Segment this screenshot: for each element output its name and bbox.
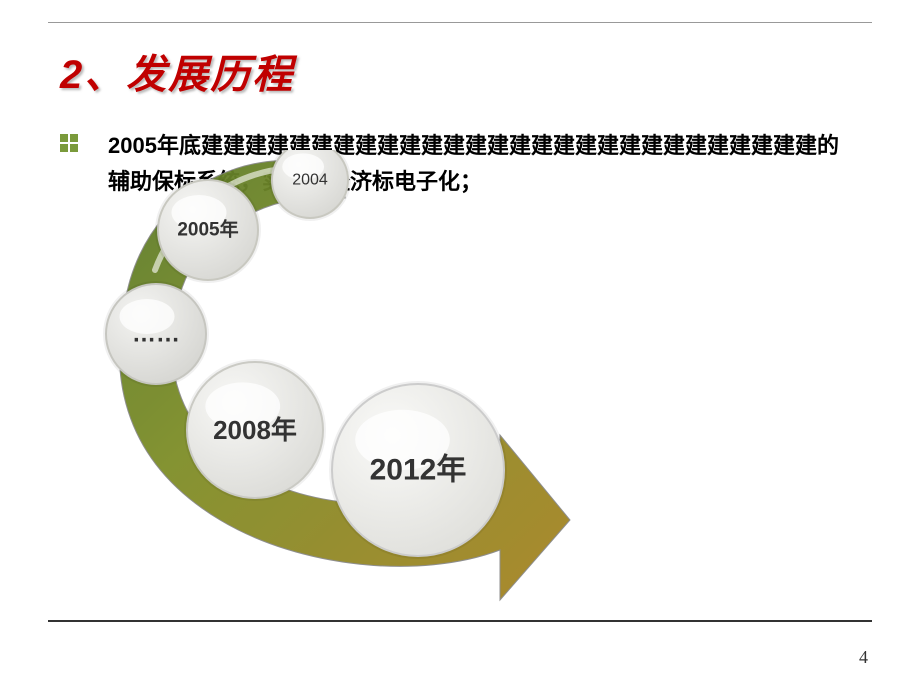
section-heading: 2、发展历程 xyxy=(60,42,294,100)
timeline-diagram: 2004 2005年 …… 2008年 2012年 xyxy=(100,150,580,610)
page-number: 4 xyxy=(859,647,868,668)
bullet-icon xyxy=(60,134,80,154)
svg-text:2008年: 2008年 xyxy=(213,415,297,445)
svg-text:2005年: 2005年 xyxy=(177,218,238,241)
svg-text:2012年: 2012年 xyxy=(370,454,467,487)
svg-text:……: …… xyxy=(132,321,180,348)
svg-text:2004: 2004 xyxy=(292,172,328,189)
